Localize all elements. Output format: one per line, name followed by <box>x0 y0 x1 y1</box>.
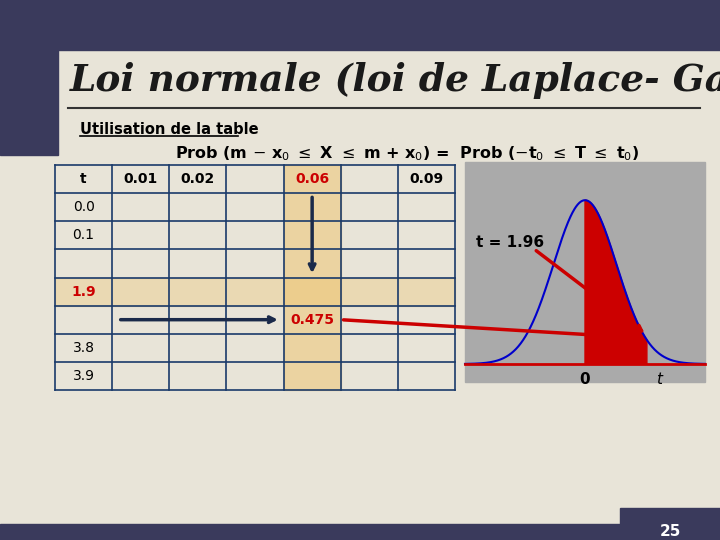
Polygon shape <box>585 200 647 364</box>
Bar <box>465 162 705 382</box>
Text: 25: 25 <box>660 523 680 538</box>
Text: Loi normale (loi de Laplace- Gauss): Loi normale (loi de Laplace- Gauss) <box>70 62 720 99</box>
Text: 0.475: 0.475 <box>290 313 334 327</box>
Text: 0.01: 0.01 <box>124 172 158 186</box>
Text: 0.1: 0.1 <box>73 228 94 242</box>
Bar <box>55 278 455 306</box>
Bar <box>0 0 720 50</box>
Text: 0: 0 <box>580 372 590 387</box>
Text: Utilisation de la table: Utilisation de la table <box>80 122 258 137</box>
Text: 3.9: 3.9 <box>73 369 94 383</box>
Bar <box>0 0 58 155</box>
Text: 0.06: 0.06 <box>295 172 329 186</box>
Text: t: t <box>656 372 662 387</box>
Text: t = 1.96: t = 1.96 <box>476 235 544 250</box>
Bar <box>284 165 341 390</box>
Text: 0.02: 0.02 <box>181 172 215 186</box>
Text: 3.8: 3.8 <box>73 341 94 355</box>
Text: Prob (m $-$ x$_0$ $\leq$ X $\leq$ m + x$_0$) =  Prob ($-$t$_0$ $\leq$ T $\leq$ t: Prob (m $-$ x$_0$ $\leq$ X $\leq$ m + x$… <box>175 144 639 163</box>
Text: 0.09: 0.09 <box>410 172 444 186</box>
Text: t: t <box>80 172 87 186</box>
Bar <box>620 508 720 540</box>
Text: 1.9: 1.9 <box>71 285 96 299</box>
Text: 0.0: 0.0 <box>73 200 94 214</box>
Bar <box>0 524 720 540</box>
